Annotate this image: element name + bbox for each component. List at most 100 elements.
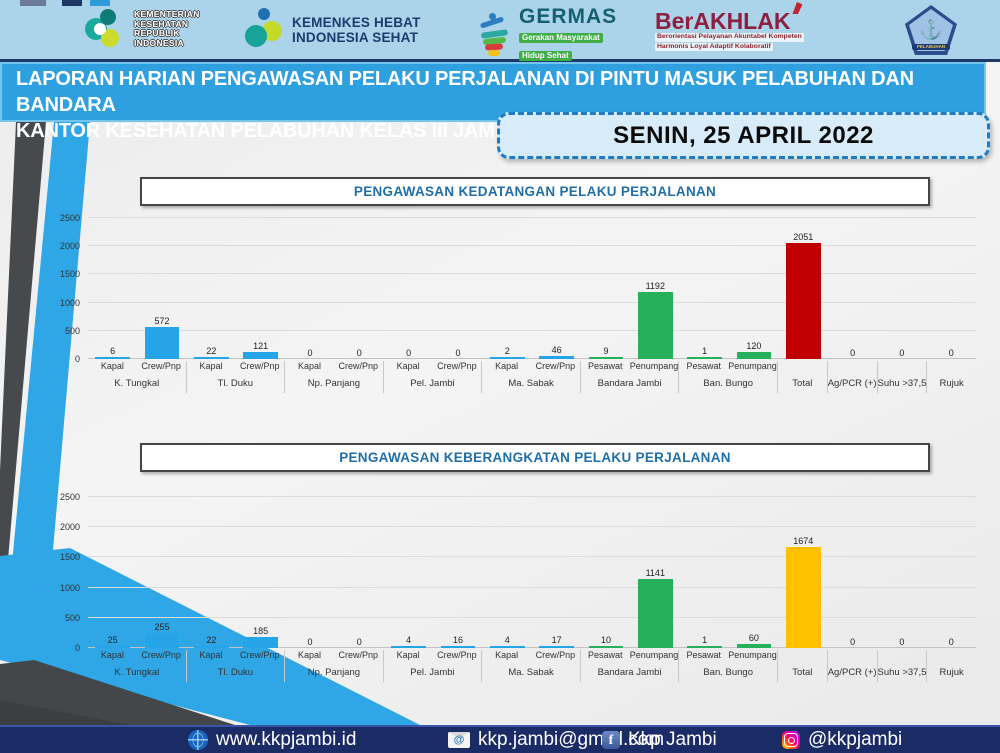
report-date-box: SENIN, 25 APRIL 2022 — [497, 112, 990, 159]
bar-value-label: 1 — [702, 634, 708, 645]
pelabuhan-ribbon-label: PELABUHAN — [912, 44, 950, 50]
bar-column: 0 — [828, 637, 877, 648]
window-artifact-tab — [62, 0, 82, 6]
bar-value-label: 0 — [356, 637, 362, 647]
bar-value-label: 572 — [154, 315, 170, 326]
sub-category-label: Crew/Pnp — [338, 650, 379, 660]
sub-category-label: Pesawat — [587, 650, 623, 660]
bar — [786, 243, 821, 359]
y-axis-tick-label: 2000 — [59, 522, 80, 533]
category-group: Kapal Crew/Pnp Ma. Sabak — [481, 361, 580, 393]
sub-category-label: Pesawat — [686, 361, 722, 371]
germas-tagline-2: Hidup Sehat — [519, 51, 572, 61]
category-group: Kapal Crew/Pnp Np. Panjang — [284, 361, 383, 393]
y-axis-tick-label: 0 — [74, 643, 80, 653]
y-axis-tick-label: 1000 — [59, 582, 80, 593]
berakhlak-logo: BerAKHLAK Berorientasi Pelayanan Akuntab… — [655, 2, 804, 51]
y-axis-tick-label: 2500 — [59, 213, 80, 223]
footer-website-link[interactable]: www.kkpjambi.id — [188, 727, 356, 753]
bar-column: 1 — [680, 634, 729, 648]
group-label: Pel. Jambi — [410, 378, 455, 389]
instagram-icon — [782, 731, 800, 749]
bar-column: 9 — [581, 345, 630, 359]
bar-value-label: 16 — [452, 634, 463, 645]
group-label: Ma. Sabak — [508, 378, 554, 389]
bar-value-label: 121 — [253, 341, 269, 352]
bar — [736, 352, 772, 359]
bar-value-label: 25 — [107, 634, 118, 645]
category-group: Suhu >37,5 — [876, 361, 926, 393]
gridline — [88, 496, 976, 497]
bar-column: 22 — [187, 634, 236, 648]
bar-value-label: 0 — [899, 637, 905, 647]
sub-category-label: Penumpang — [728, 650, 777, 660]
bar — [194, 356, 229, 359]
bar-value-label: 0 — [850, 637, 856, 647]
bar-column: 1192 — [631, 281, 680, 359]
header-logo-strip: KEMENTERIAN KESEHATAN REPUBLIK INDONESIA… — [0, 0, 1000, 62]
gridline — [88, 586, 976, 588]
category-group: Kapal Crew/Pnp Tl. Duku — [185, 361, 285, 393]
y-axis-tick-label: 2000 — [59, 241, 80, 252]
gridline — [88, 556, 976, 558]
gridline — [88, 526, 976, 528]
germas-tagline-1: Gerakan Masyarakat — [519, 33, 603, 43]
bar — [588, 645, 624, 648]
group-label: Suhu >37,5 — [877, 667, 927, 678]
departure-chart-title: PENGAWASAN KEBERANGKATAN PELAKU PERJALAN… — [140, 443, 930, 472]
bar-value-label: 22 — [206, 634, 217, 645]
bar-column: 22 — [187, 345, 236, 359]
bar-column: 0 — [285, 348, 334, 359]
bar-value-label: 22 — [206, 345, 217, 356]
bar-column: 2051 — [779, 232, 828, 359]
germas-logo: GERMAS Gerakan Masyarakat Hidup Sehat — [478, 6, 617, 63]
bar-column: 16 — [433, 634, 482, 648]
sub-category-label: Crew/Pnp — [535, 361, 576, 371]
group-label: Rujuk — [939, 378, 964, 389]
sub-category-label: Crew/Pnp — [239, 361, 280, 371]
bar-value-label: 185 — [253, 625, 269, 636]
sub-category-label: Pesawat — [686, 650, 722, 660]
category-group: Rujuk — [926, 361, 976, 393]
bar-value-label: 0 — [356, 348, 362, 358]
y-axis-tick-label: 500 — [64, 325, 80, 336]
group-label: Bandara Jambi — [597, 378, 662, 389]
kemenkes-hebat-logo: KEMENKES HEBAT INDONESIA SEHAT — [243, 8, 421, 52]
bar-columns: 25 255 22 185 0 0 4 16 4 17 10 1141 1 60 1674 0 0 0 — [88, 487, 976, 648]
bar-value-label: 46 — [551, 345, 562, 356]
category-group: Kapal Crew/Pnp K. Tungkal — [88, 361, 186, 393]
kemenkes-logo-text: KEMENTERIAN KESEHATAN REPUBLIK INDONESIA — [134, 9, 200, 48]
category-group: Kapal Crew/Pnp Pel. Jambi — [382, 650, 482, 682]
footer-facebook-link[interactable]: f Kkp Jambi — [602, 727, 717, 753]
category-group: Total — [776, 361, 827, 393]
bar-value-label: 0 — [899, 348, 905, 358]
sub-category-label: Penumpang — [629, 361, 679, 371]
bar-value-label: 60 — [748, 633, 759, 644]
group-label: Tl. Duku — [217, 667, 254, 678]
bar-value-label: 2 — [504, 345, 510, 356]
category-group: Ag/PCR (+) — [826, 361, 877, 393]
bar — [490, 356, 525, 359]
bar-column: 0 — [927, 348, 976, 359]
bar-value-label: 9 — [603, 345, 609, 356]
gridline — [88, 301, 976, 303]
bar-value-label: 17 — [551, 634, 562, 645]
arrival-bar-chart: 0 500 1000 1500 2000 2500 6 572 22 121 0 0 0 0 2 46 9 119… — [40, 210, 976, 393]
footer-instagram-link[interactable]: @kkpjambi — [782, 727, 902, 753]
bar-value-label: 2051 — [793, 232, 814, 243]
berakhlak-title: BerAKHLAK — [655, 2, 803, 33]
bar — [144, 632, 180, 648]
bar-column: 572 — [137, 316, 186, 359]
y-axis-tick-label: 1500 — [59, 269, 80, 280]
group-label: Pel. Jambi — [410, 667, 455, 678]
sub-category-label: Crew/Pnp — [239, 650, 280, 660]
facebook-icon: f — [602, 731, 620, 749]
berakhlak-values-line-1: Berorientasi Pelayanan Akuntabel Kompete… — [655, 33, 804, 42]
kemenkes-flower-icon — [85, 7, 127, 51]
bar — [144, 326, 180, 359]
bar-value-label: 0 — [406, 348, 412, 358]
bar-column: 0 — [335, 637, 384, 648]
sub-category-label: Kapal — [495, 650, 519, 660]
bar-column: 17 — [532, 634, 581, 648]
